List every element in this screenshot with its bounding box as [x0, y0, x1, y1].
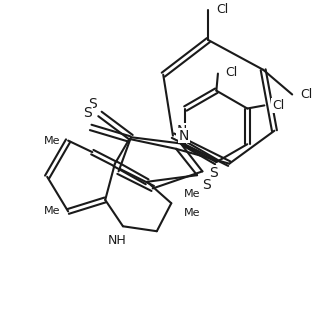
Text: NH: NH	[107, 234, 126, 247]
Text: Me: Me	[44, 206, 60, 216]
Text: S: S	[83, 106, 92, 120]
Text: Cl: Cl	[300, 88, 312, 101]
Text: S: S	[209, 166, 218, 180]
Text: N: N	[177, 124, 187, 138]
Text: Me: Me	[184, 189, 200, 199]
Text: Cl: Cl	[216, 3, 228, 16]
Text: Cl: Cl	[272, 99, 284, 112]
Text: Me: Me	[184, 208, 200, 218]
Text: S: S	[202, 178, 211, 192]
Text: N: N	[178, 129, 189, 143]
Text: S: S	[88, 97, 97, 111]
Text: Cl: Cl	[226, 66, 238, 78]
Text: Me: Me	[44, 136, 60, 146]
